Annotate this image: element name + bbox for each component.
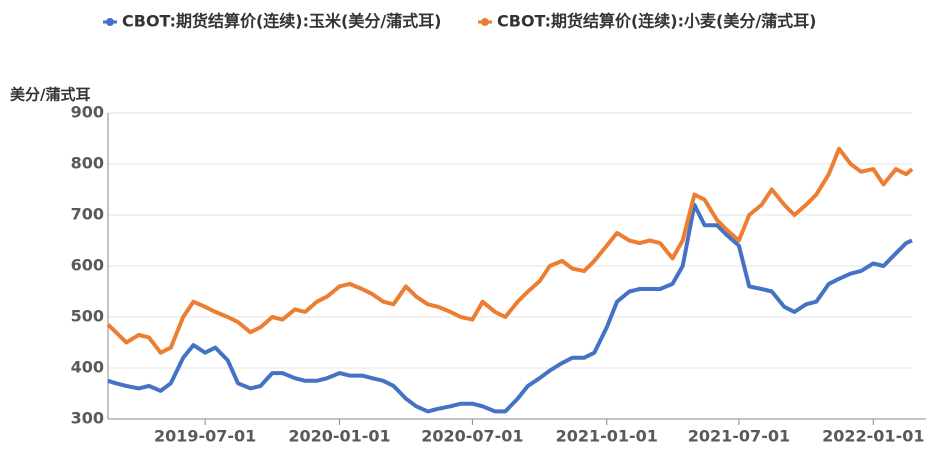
x-tick-label: 2021-01-01 [556,427,658,446]
y-tick-label: 500 [71,307,104,326]
y-tick-label: 300 [71,409,104,428]
series-line [106,146,914,355]
y-tick-label: 600 [71,256,104,275]
y-axis-label: 美分/蒲式耳 [10,86,90,104]
x-tick-label: 2019-07-01 [154,427,256,446]
legend-label: CBOT:期货结算价(连续):小麦(美分/蒲式耳) [497,12,816,31]
x-tick-label: 2020-01-01 [288,427,390,446]
x-tick-label: 2020-07-01 [421,427,523,446]
x-tick-label: 2022-01-01 [822,427,924,446]
y-tick-label: 700 [71,205,104,224]
y-tick-label: 800 [71,154,104,173]
y-tick-label: 900 [71,103,104,122]
legend-marker [106,18,114,26]
legend-label: CBOT:期货结算价(连续):玉米(美分/蒲式耳) [122,12,441,31]
legend-marker [481,18,489,26]
x-tick-label: 2021-07-01 [688,427,790,446]
series-line [107,202,913,414]
y-tick-label: 400 [71,358,104,377]
